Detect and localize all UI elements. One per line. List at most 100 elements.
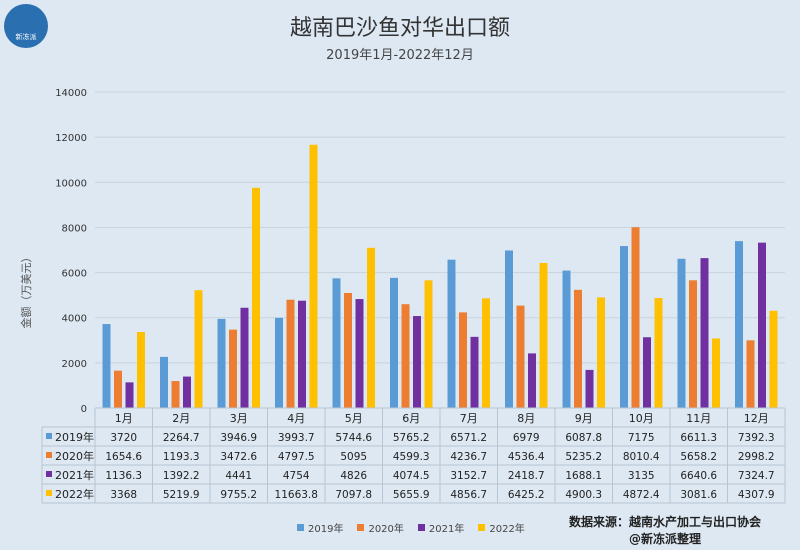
y-tick-label: 2000 bbox=[62, 359, 87, 370]
bar bbox=[689, 280, 697, 408]
x-tick-label: 9月 bbox=[575, 412, 593, 425]
legend-label: 2022年 bbox=[489, 524, 525, 535]
table-cell: 6425.2 bbox=[508, 489, 545, 501]
x-tick-label: 1月 bbox=[115, 412, 133, 425]
table-cell: 4826 bbox=[340, 470, 367, 482]
table-cell: 2418.7 bbox=[508, 470, 545, 482]
legend-label: 2021年 bbox=[428, 524, 465, 535]
bar bbox=[654, 298, 663, 408]
bar bbox=[516, 305, 525, 408]
table-cell: 7324.7 bbox=[738, 470, 775, 482]
table-cell: 5655.9 bbox=[393, 489, 430, 501]
bar bbox=[677, 258, 686, 408]
table-cell: 4797.5 bbox=[278, 451, 315, 463]
legend-item: 2019年 bbox=[297, 520, 343, 535]
table-cell: 6640.6 bbox=[680, 470, 717, 482]
bar bbox=[746, 340, 755, 408]
table-cell: 5219.9 bbox=[163, 489, 200, 501]
x-tick-label: 11月 bbox=[686, 412, 711, 425]
legend-label: 2019年 bbox=[308, 524, 344, 535]
legend-item: 2022年 bbox=[478, 520, 525, 535]
y-tick-label: 6000 bbox=[62, 269, 87, 280]
bar bbox=[286, 299, 295, 408]
x-tick-label: 7月 bbox=[460, 412, 478, 425]
bar bbox=[712, 338, 720, 408]
bar bbox=[482, 298, 490, 408]
table-cell: 3135 bbox=[628, 470, 655, 482]
bar bbox=[171, 381, 180, 408]
bar bbox=[470, 336, 479, 408]
bar bbox=[459, 312, 467, 408]
x-tick-label: 8月 bbox=[517, 412, 535, 425]
table-row-label: 2021年 bbox=[55, 468, 94, 482]
bar bbox=[367, 247, 375, 408]
table-cell: 3081.6 bbox=[680, 489, 717, 501]
x-tick-label: 6月 bbox=[402, 412, 420, 425]
bar bbox=[160, 356, 168, 408]
table-cell: 5658.2 bbox=[680, 451, 717, 463]
bar bbox=[252, 187, 260, 408]
table-cell: 2998.2 bbox=[738, 451, 775, 463]
table-cell: 6611.3 bbox=[680, 432, 717, 444]
table-cell: 3993.7 bbox=[278, 432, 315, 444]
bar bbox=[137, 331, 145, 408]
bar bbox=[562, 270, 571, 408]
bar bbox=[114, 370, 122, 408]
bar bbox=[240, 307, 249, 408]
bar bbox=[620, 246, 628, 408]
source-line-2: @新冻派整理 bbox=[628, 532, 701, 546]
table-cell: 3946.9 bbox=[220, 432, 257, 444]
chart-title: 越南巴沙鱼对华出口额 bbox=[289, 16, 510, 41]
table-cell: 3152.7 bbox=[450, 470, 487, 482]
table-cell: 4074.5 bbox=[393, 470, 430, 482]
table-cell: 6979 bbox=[513, 432, 540, 444]
bar bbox=[401, 304, 410, 408]
bar bbox=[758, 242, 766, 408]
logo-text: 新冻派 bbox=[15, 33, 37, 41]
x-tick-label: 5月 bbox=[345, 412, 363, 425]
bar bbox=[275, 317, 283, 408]
table-cell: 4900.3 bbox=[565, 489, 602, 501]
table-cell: 4307.9 bbox=[738, 489, 775, 501]
y-tick-label: 4000 bbox=[62, 314, 87, 325]
bar bbox=[390, 277, 398, 408]
table-cell: 2264.7 bbox=[163, 432, 200, 444]
table-cell: 6571.2 bbox=[450, 432, 487, 444]
bar bbox=[309, 144, 318, 408]
y-tick-label: 8000 bbox=[62, 223, 87, 234]
bar bbox=[505, 250, 513, 408]
table-cell: 8010.4 bbox=[623, 451, 660, 463]
legend-label: 2020年 bbox=[368, 524, 404, 535]
legend-swatch bbox=[297, 524, 304, 531]
bar bbox=[424, 280, 433, 408]
bar bbox=[355, 299, 364, 408]
legend-swatch bbox=[478, 524, 486, 531]
x-tick-label: 12月 bbox=[744, 412, 769, 425]
bar bbox=[229, 329, 237, 408]
table-cell: 4856.7 bbox=[450, 489, 487, 501]
table-cell: 1688.1 bbox=[565, 470, 602, 482]
legend-key bbox=[46, 490, 52, 496]
table-cell: 5095 bbox=[340, 451, 367, 463]
bar bbox=[183, 376, 191, 408]
table-cell: 3720 bbox=[110, 432, 137, 444]
table-row-label: 2022年 bbox=[55, 487, 94, 501]
bar bbox=[585, 369, 594, 408]
legend-swatch bbox=[357, 524, 365, 531]
table-cell: 1654.6 bbox=[105, 451, 142, 463]
table-cell: 4872.4 bbox=[623, 489, 660, 501]
legend-key bbox=[46, 433, 52, 439]
bar bbox=[217, 318, 226, 408]
bar bbox=[643, 337, 651, 408]
legend-key bbox=[46, 471, 52, 477]
table-cell: 4441 bbox=[225, 470, 252, 482]
bar bbox=[447, 259, 456, 408]
legend-item: 2021年 bbox=[417, 520, 465, 535]
chart-subtitle: 2019年1月-2022年12月 bbox=[326, 48, 474, 63]
bar bbox=[700, 258, 709, 408]
bar bbox=[344, 292, 352, 408]
bar bbox=[769, 310, 778, 408]
y-tick-label: 0 bbox=[81, 404, 87, 415]
bar bbox=[735, 241, 743, 408]
